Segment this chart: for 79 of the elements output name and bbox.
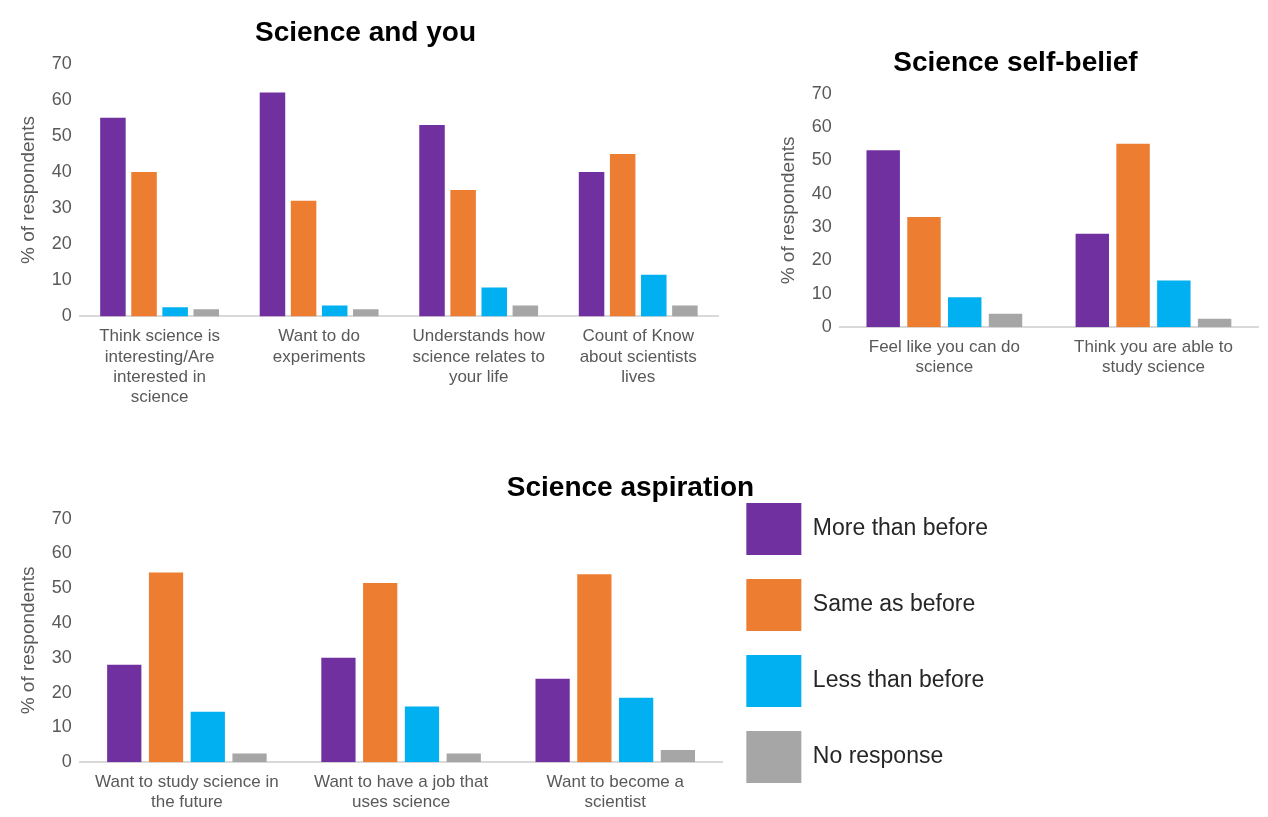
bar (131, 171, 157, 317)
x-tick-label: Feel like you can do science (868, 337, 1020, 377)
y-tick-label: 40 (51, 611, 72, 632)
y-tick-label: 10 (51, 716, 72, 737)
bar (232, 753, 267, 763)
legend-label: Same as before (812, 590, 976, 617)
bar (419, 124, 445, 317)
bar (578, 171, 605, 317)
y-tick-label: 10 (811, 282, 832, 303)
legend-label: Less than before (812, 666, 985, 693)
bar (450, 190, 476, 317)
chart-title: Science and you (255, 15, 476, 47)
bar (907, 217, 941, 328)
y-tick-label: 60 (51, 542, 72, 563)
y-tick-label: 30 (811, 216, 832, 237)
y-tick-label: 20 (51, 233, 72, 254)
x-tick-label: Count of Know about scientists lives (579, 326, 697, 387)
bar (353, 309, 379, 317)
bar (481, 287, 507, 317)
y-tick-label: 40 (811, 182, 832, 203)
bar (363, 582, 398, 763)
bar (148, 572, 184, 763)
y-tick-label: 0 (61, 305, 72, 326)
bar (512, 305, 539, 317)
bar (1197, 318, 1232, 328)
y-tick-label: 60 (51, 88, 72, 109)
bar (641, 274, 667, 317)
x-tick-label: Understands how science relates to your life (412, 326, 546, 387)
y-axis-title: % of respondents (16, 116, 38, 264)
y-axis-title: % of respondents (16, 566, 38, 715)
y-tick-label: 10 (51, 269, 72, 290)
y-tick-label: 30 (51, 646, 72, 667)
y-tick-label: 0 (821, 316, 832, 337)
y-tick-label: 50 (51, 577, 72, 598)
bar (1116, 143, 1150, 328)
y-tick-label: 70 (51, 52, 72, 73)
legend-label: No response (812, 742, 944, 769)
bar (190, 711, 225, 763)
bar (672, 305, 698, 317)
y-tick-label: 50 (811, 149, 832, 170)
bar (535, 678, 570, 763)
y-tick-label: 0 (61, 751, 72, 772)
bar (948, 297, 982, 328)
bar (988, 313, 1023, 328)
bar (162, 307, 188, 317)
bar (290, 200, 317, 317)
bar (321, 305, 348, 317)
x-tick-label: Think you are able to study science (1074, 337, 1233, 377)
bar (107, 664, 142, 763)
chart-title: Science aspiration (506, 470, 755, 502)
chart-title: Science self-belief (893, 45, 1139, 77)
y-axis-title: % of respondents (776, 136, 798, 285)
x-tick-label: Want to become a scientist (546, 772, 685, 812)
bar (1075, 233, 1110, 328)
y-tick-label: 40 (51, 160, 72, 181)
bar (100, 117, 126, 317)
bar (660, 750, 696, 763)
y-tick-label: 20 (51, 681, 72, 702)
y-tick-label: 30 (51, 197, 72, 218)
legend-label: More than before (812, 514, 989, 541)
bar (609, 153, 636, 317)
bar (1157, 280, 1191, 328)
bar (866, 150, 900, 328)
bar (577, 574, 612, 763)
x-tick-label: Think science is interesting/Are interested in science (99, 326, 221, 407)
y-tick-label: 60 (811, 115, 832, 136)
bar (259, 92, 286, 317)
x-tick-label: Want to do experiments (272, 326, 366, 366)
bar (404, 706, 440, 763)
bar (619, 697, 654, 763)
x-tick-label: Want to study science in the future (95, 772, 279, 812)
y-tick-label: 20 (811, 249, 832, 270)
x-tick-label: Want to have a job that uses science (313, 772, 489, 812)
y-tick-label: 70 (811, 82, 832, 103)
bar (193, 309, 220, 317)
bar (321, 657, 356, 763)
y-tick-label: 70 (51, 507, 72, 528)
y-tick-label: 50 (51, 124, 72, 145)
bar (446, 753, 481, 763)
